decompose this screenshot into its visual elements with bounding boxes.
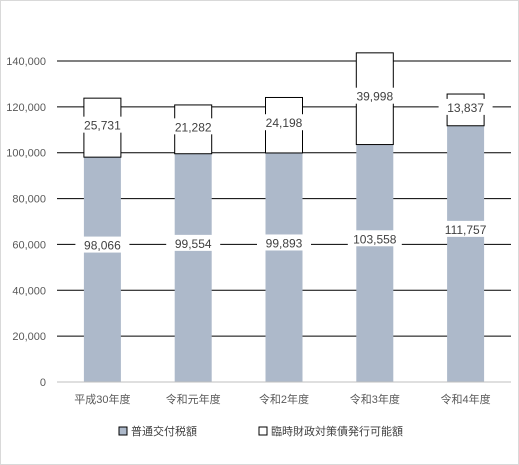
x-tick-label: 令和3年度 [350,392,400,406]
legend-swatch [118,426,128,436]
legend-swatch [258,426,268,436]
data-label-background [257,234,311,251]
bar-segment-futsu-kofuzei [265,152,303,382]
data-label-futsu-kofuzei: 99,893 [266,236,303,250]
data-label-futsu-kofuzei: 99,554 [175,237,212,251]
data-label-futsu-kofuzei: 98,066 [84,239,121,253]
bar-segment-futsu-kofuzei [174,153,212,382]
x-tick-label: 令和4年度 [441,392,491,406]
data-label-futsu-kofuzei: 103,558 [353,232,397,246]
y-tick-label: 20,000 [12,331,46,343]
data-label-background [75,116,130,133]
legend: 普通交付税額 臨時財政対策債発行可能額 [118,424,403,438]
data-label-background [166,234,221,251]
x-tick-label: 平成30年度 [74,392,130,406]
bars: 98,066 25,731 99,554 21,282 99,893 24,198 103,… [75,52,493,382]
data-label-background [166,118,221,135]
y-tick-label: 140,000 [6,56,46,68]
legend-label: 普通交付税額 [131,424,197,438]
y-tick-label: 100,000 [6,148,46,160]
legend-label: 臨時財政対策債発行可能額 [271,424,403,438]
data-label-background [438,98,493,115]
data-label-rinji-zaisei: 21,282 [175,120,212,134]
y-tick-label: 40,000 [12,285,46,297]
x-tick-label: 令和2年度 [259,392,309,406]
legend-item-rinji-zaisei: 臨時財政対策債発行可能額 [258,424,403,438]
y-tick-label: 60,000 [12,239,46,251]
data-label-rinji-zaisei: 13,837 [447,101,484,115]
legend-item-futsu-kofuzei: 普通交付税額 [118,424,197,438]
data-label-rinji-zaisei: 39,998 [356,90,393,104]
bar-segment-futsu-kofuzei [447,125,485,382]
bar-segment-futsu-kofuzei [83,157,121,382]
y-axis-tick-labels: 0 20,000 40,000 60,000 80,000 100,000 120,000 1… [6,56,46,389]
y-tick-label: 0 [40,377,46,389]
x-axis-tick-labels: 平成30年度 令和元年度 令和2年度 令和3年度 令和4年度 [74,392,490,406]
x-tick-label: 令和元年度 [166,392,221,406]
data-label-background [257,114,311,131]
y-tick-label: 120,000 [6,102,46,114]
data-label-background [347,87,402,104]
data-label-background [347,230,402,247]
data-label-futsu-kofuzei: 111,757 [445,223,487,237]
y-tick-label: 80,000 [12,194,46,206]
bar-segment-futsu-kofuzei [356,144,394,382]
data-label-rinji-zaisei: 25,731 [84,119,121,133]
data-label-rinji-zaisei: 24,198 [266,116,303,130]
data-label-background [438,220,493,237]
data-label-background [75,236,130,253]
